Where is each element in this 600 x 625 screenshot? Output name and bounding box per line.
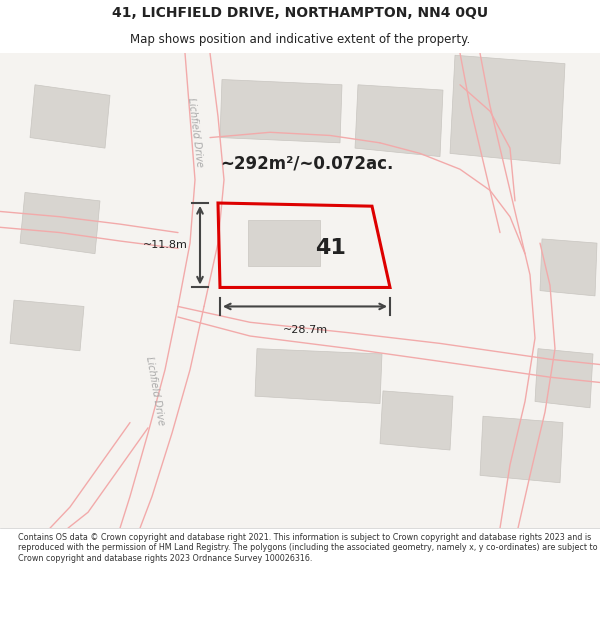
Text: ~28.7m: ~28.7m xyxy=(283,326,328,336)
Polygon shape xyxy=(0,53,600,528)
Polygon shape xyxy=(355,85,443,157)
Polygon shape xyxy=(480,416,563,482)
Polygon shape xyxy=(220,79,342,143)
Polygon shape xyxy=(540,239,597,296)
Text: Contains OS data © Crown copyright and database right 2021. This information is : Contains OS data © Crown copyright and d… xyxy=(18,533,598,562)
Polygon shape xyxy=(380,391,453,450)
Text: 41, LICHFIELD DRIVE, NORTHAMPTON, NN4 0QU: 41, LICHFIELD DRIVE, NORTHAMPTON, NN4 0Q… xyxy=(112,6,488,20)
Polygon shape xyxy=(20,192,100,254)
Text: Lichfield Drive: Lichfield Drive xyxy=(186,97,204,168)
Polygon shape xyxy=(255,349,382,404)
Text: ~292m²/~0.072ac.: ~292m²/~0.072ac. xyxy=(220,155,394,173)
Text: ~11.8m: ~11.8m xyxy=(143,240,188,250)
Polygon shape xyxy=(248,220,320,266)
Polygon shape xyxy=(10,300,84,351)
Polygon shape xyxy=(450,55,565,164)
Text: Lichfield Drive: Lichfield Drive xyxy=(144,356,166,426)
Text: 41: 41 xyxy=(314,238,346,258)
Text: Map shows position and indicative extent of the property.: Map shows position and indicative extent… xyxy=(130,33,470,46)
Polygon shape xyxy=(535,349,593,408)
Polygon shape xyxy=(30,85,110,148)
